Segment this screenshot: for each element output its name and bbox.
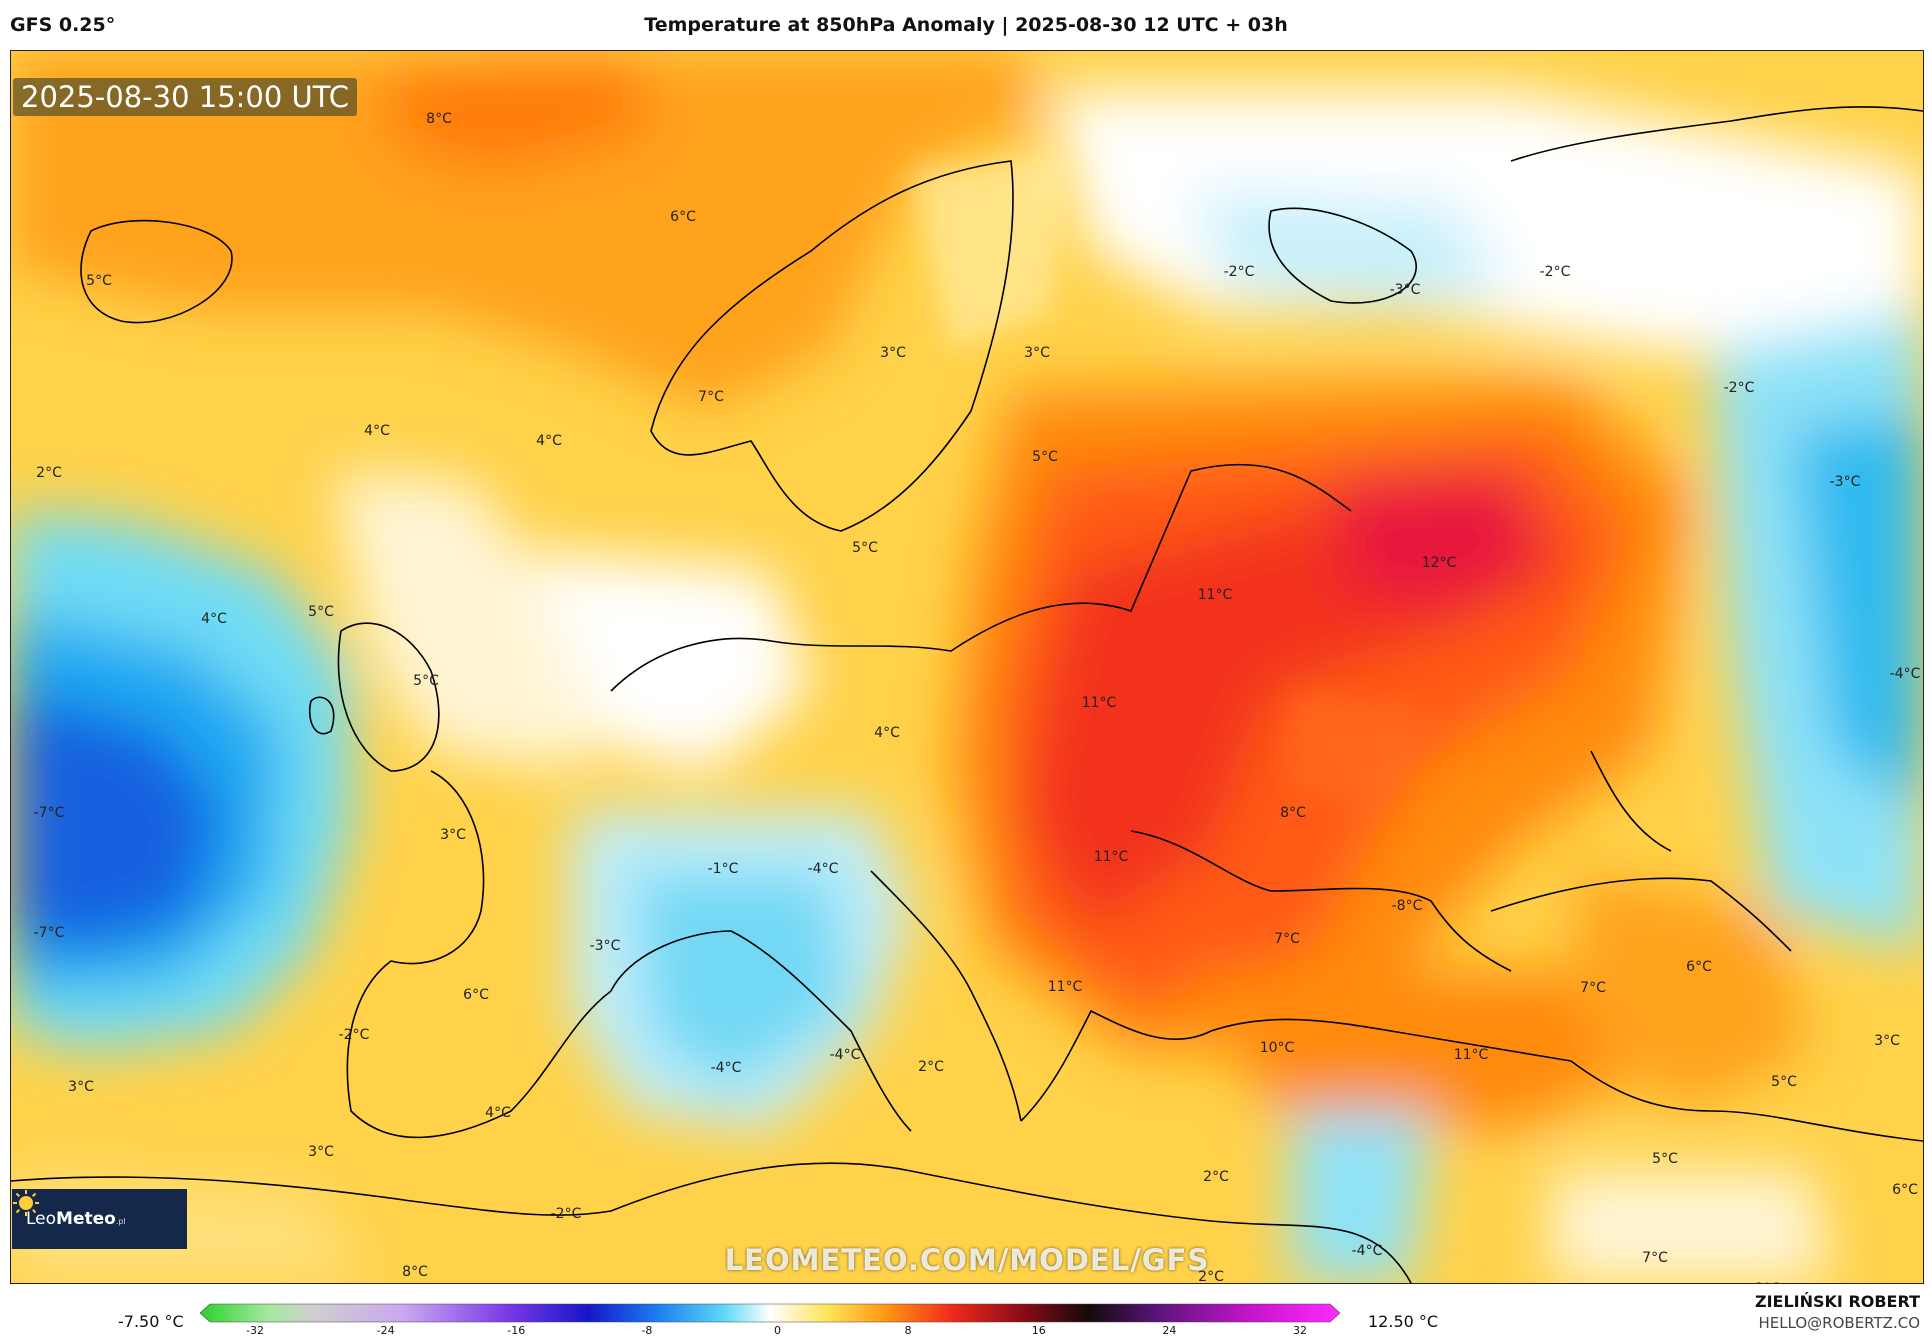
isotherm-label: -4°C: [807, 861, 839, 877]
isotherm-label: -1°C: [707, 861, 739, 877]
isotherm-label: 11°C: [1093, 849, 1129, 865]
isotherm-label: -2°C: [550, 1206, 582, 1222]
isotherm-label: -8°C: [1391, 898, 1423, 914]
isotherm-label: 2°C: [918, 1059, 944, 1075]
isotherm-label: 2°C: [1198, 1269, 1224, 1284]
isotherm-label: 6°C: [1892, 1182, 1918, 1198]
isotherm-label: -7°C: [33, 805, 65, 821]
isotherm-label: -2°C: [1539, 264, 1571, 280]
colorbar-tick-label: -8: [641, 1324, 653, 1337]
isotherm-label: 5°C: [1652, 1151, 1678, 1167]
isotherm-label: -2°C: [1723, 380, 1755, 396]
isotherm-label: 6°C: [1686, 959, 1712, 975]
isotherm-label: -3°C: [1750, 1281, 1781, 1283]
colorbar-tick-label: -32: [246, 1324, 264, 1337]
header: GFS 0.25° Temperature at 850hPa Anomaly …: [0, 0, 1932, 50]
author-credit: ZIELIŃSKI ROBERT: [1754, 1292, 1920, 1311]
isotherm-label: -4°C: [1889, 666, 1921, 682]
colorbar-tick-label: 8: [904, 1324, 912, 1337]
leometeo-logo[interactable]: LeoMeteo.pl: [12, 1189, 187, 1249]
isotherm-label: -4°C: [1351, 1243, 1383, 1259]
colorbar-tick-label: -24: [376, 1324, 395, 1337]
colorbar-tick-label: 0: [774, 1324, 781, 1337]
isotherm-label: 2°C: [36, 465, 62, 481]
anomaly-field: [11, 51, 1923, 1283]
isotherm-label: 12°C: [1421, 555, 1457, 571]
coastlines: [11, 106, 1923, 1283]
isotherm-label: 5°C: [852, 540, 878, 556]
isotherm-label: 2°C: [1203, 1169, 1229, 1185]
map-title: Temperature at 850hPa Anomaly | 2025-08-…: [644, 14, 1288, 36]
isotherm-label: 7°C: [1642, 1250, 1668, 1266]
isotherm-label: -2°C: [338, 1027, 370, 1043]
map-area[interactable]: 2025-08-30 15:00 UTC 8°C 6°C 5°C 3°C 3°C 7°C 4…: [10, 50, 1924, 1284]
isotherm-label: -4°C: [829, 1047, 861, 1063]
colorbar-tick-label: 16: [1031, 1324, 1046, 1337]
isotherm-label: 10°C: [1259, 1040, 1295, 1056]
isotherm-label: 7°C: [1274, 931, 1300, 947]
isotherm-label: 4°C: [364, 423, 390, 439]
model-name: GFS 0.25°: [10, 14, 116, 36]
isotherm-label: 5°C: [1032, 449, 1058, 465]
isotherm-label: 11°C: [1453, 1047, 1489, 1063]
isotherm-label: 6°C: [670, 209, 696, 225]
isotherm-label: 4°C: [201, 611, 227, 627]
isotherm-label: 3°C: [1024, 345, 1050, 361]
colorbar-footer: -7.50 °C -: [0, 1282, 1932, 1338]
isotherm-label: -4°C: [710, 1060, 742, 1076]
colorbar-tick-label: -16: [507, 1324, 526, 1337]
colorbar-tick-label: 24: [1162, 1324, 1177, 1337]
isotherm-label: 4°C: [536, 433, 562, 449]
colorbar-max-label: 12.50 °C: [1368, 1312, 1439, 1331]
isotherm-label: 8°C: [426, 111, 452, 127]
isotherm-label: 3°C: [308, 1144, 334, 1160]
isotherm-label: 11°C: [1047, 979, 1083, 995]
colorbar: [200, 1303, 1340, 1323]
isotherm-label: 11°C: [1081, 695, 1117, 711]
isotherm-label: 7°C: [1580, 980, 1606, 996]
sun-icon: [13, 1190, 39, 1216]
site-watermark: LEOMETEO.COM/MODEL/GFS: [724, 1243, 1210, 1277]
isotherm-label: 8°C: [402, 1264, 428, 1280]
isotherm-label: 4°C: [874, 725, 900, 741]
isotherm-label: 6°C: [463, 987, 489, 1003]
author-email[interactable]: HELLO@ROBERTZ.CO: [1758, 1314, 1920, 1332]
isotherm-label: 5°C: [1771, 1074, 1797, 1090]
isotherm-label: -3°C: [589, 938, 621, 954]
isotherm-label: 3°C: [1874, 1033, 1900, 1049]
isotherm-label: 7°C: [698, 389, 724, 405]
isotherm-label: 5°C: [308, 604, 334, 620]
isotherm-label: 3°C: [880, 345, 906, 361]
isotherm-label: -2°C: [1223, 264, 1255, 280]
isotherm-label: -7°C: [33, 925, 65, 941]
isotherm-label: 4°C: [485, 1105, 511, 1121]
isotherm-label: 3°C: [68, 1079, 94, 1095]
isotherm-label: 3°C: [440, 827, 466, 843]
isotherm-label: -3°C: [1829, 474, 1861, 490]
colorbar-tick-label: 32: [1293, 1324, 1307, 1337]
isotherm-label: 11°C: [1197, 587, 1233, 603]
logo-text: LeoMeteo.pl: [26, 1209, 126, 1229]
isotherm-label: -3°C: [1389, 282, 1421, 298]
isotherm-label: 5°C: [413, 673, 439, 689]
valid-time-badge: 2025-08-30 15:00 UTC: [13, 78, 358, 116]
colorbar-min-label: -7.50 °C: [118, 1312, 184, 1331]
isotherm-label: 8°C: [1280, 805, 1306, 821]
isotherm-label: 5°C: [86, 273, 112, 289]
